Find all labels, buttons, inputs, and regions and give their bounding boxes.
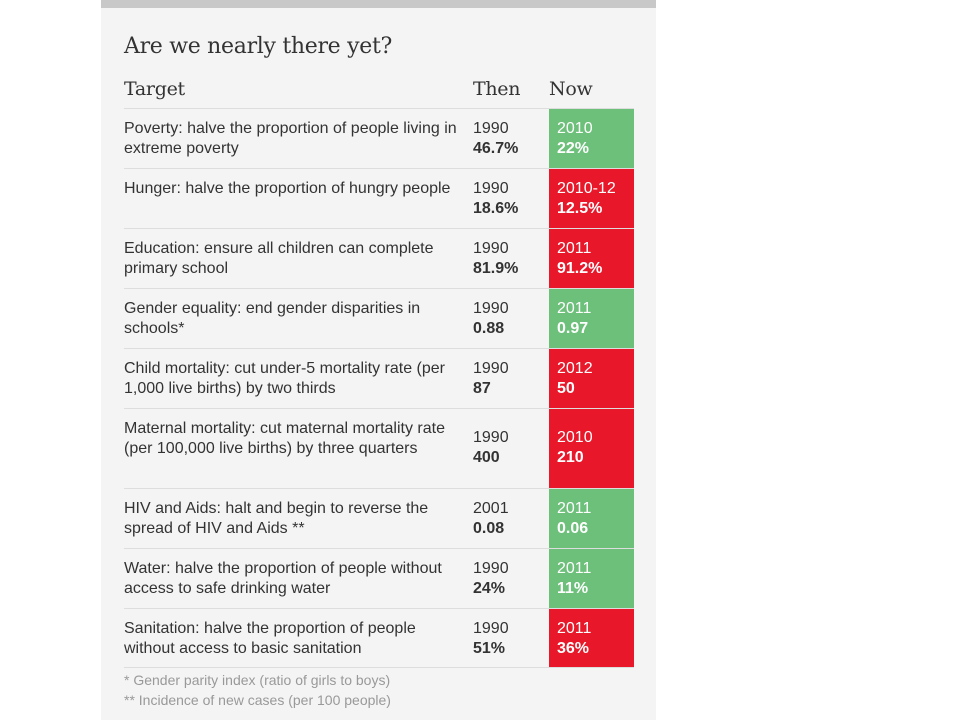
now-cell: 2011 11% [549, 549, 634, 608]
now-year: 2010 [557, 120, 593, 137]
now-year: 2010 [557, 429, 593, 446]
then-year: 2001 [473, 500, 509, 517]
then-year: 1990 [473, 560, 509, 577]
now-year: 2010-12 [557, 180, 616, 197]
table-row: Poverty: halve the proportion of people … [124, 108, 634, 168]
then-cell: 1990 24% [473, 549, 547, 599]
target-description: Education: ensure all children can compl… [124, 240, 434, 277]
footnotes: * Gender parity index (ratio of girls to… [124, 670, 391, 710]
then-cell: 1990 46.7% [473, 109, 547, 159]
now-year: 2011 [557, 500, 592, 517]
target-description: Hunger: halve the proportion of hungry p… [124, 180, 451, 197]
now-cell: 2010 210 [549, 409, 634, 488]
table-row: Maternal mortality: cut maternal mortali… [124, 408, 634, 488]
now-year: 2011 [557, 300, 592, 317]
target-description: HIV and Aids: halt and begin to reverse … [124, 500, 429, 537]
then-cell: 1990 81.9% [473, 229, 547, 279]
now-value: 210 [557, 449, 584, 466]
top-border-bar [101, 0, 656, 8]
then-year: 1990 [473, 620, 509, 637]
target-description: Maternal mortality: cut maternal mortali… [124, 420, 445, 457]
target-description: Poverty: halve the proportion of people … [124, 120, 457, 157]
now-cell: 2011 0.97 [549, 289, 634, 348]
target-description: Sanitation: halve the proportion of peop… [124, 620, 416, 657]
now-value: 0.06 [557, 520, 589, 537]
column-header-now: Now [549, 78, 593, 100]
then-year: 1990 [473, 240, 509, 257]
then-value: 0.08 [473, 520, 505, 537]
then-year: 1990 [473, 180, 509, 197]
now-year: 2011 [557, 560, 592, 577]
targets-table: Poverty: halve the proportion of people … [124, 108, 634, 668]
then-cell: 1990 400 [473, 409, 547, 468]
then-cell: 1990 18.6% [473, 169, 547, 219]
page-title: Are we nearly there yet? [124, 34, 392, 59]
table-row: Education: ensure all children can compl… [124, 228, 634, 288]
table-row: Hunger: halve the proportion of hungry p… [124, 168, 634, 228]
footnote-hiv-incidence: ** Incidence of new cases (per 100 peopl… [124, 692, 391, 708]
now-cell: 2012 50 [549, 349, 634, 408]
now-value: 22% [557, 140, 590, 157]
then-value: 0.88 [473, 320, 505, 337]
now-value: 36% [557, 640, 590, 657]
now-cell: 2010 22% [549, 109, 634, 168]
now-year: 2011 [557, 620, 592, 637]
now-value: 12.5% [557, 200, 603, 217]
footnote-gender-parity: * Gender parity index (ratio of girls to… [124, 672, 391, 688]
then-value: 87 [473, 380, 491, 397]
then-value: 51% [473, 640, 506, 657]
table-row: Gender equality: end gender disparities … [124, 288, 634, 348]
table-row: Child mortality: cut under-5 mortality r… [124, 348, 634, 408]
then-cell: 1990 0.88 [473, 289, 547, 339]
then-value: 81.9% [473, 260, 519, 277]
now-cell: 2011 91.2% [549, 229, 634, 288]
now-cell: 2011 36% [549, 609, 634, 667]
target-description: Child mortality: cut under-5 mortality r… [124, 360, 445, 397]
table-row: HIV and Aids: halt and begin to reverse … [124, 488, 634, 548]
then-value: 18.6% [473, 200, 519, 217]
then-value: 24% [473, 580, 506, 597]
now-cell: 2010-12 12.5% [549, 169, 634, 228]
now-value: 91.2% [557, 260, 603, 277]
now-cell: 2011 0.06 [549, 489, 634, 548]
now-value: 11% [557, 580, 589, 597]
table-row: Sanitation: halve the proportion of peop… [124, 608, 634, 668]
then-year: 1990 [473, 120, 509, 137]
mdg-progress-panel: Are we nearly there yet? Target Then Now… [101, 0, 656, 720]
then-year: 1990 [473, 429, 509, 446]
now-year: 2011 [557, 240, 592, 257]
then-year: 1990 [473, 300, 509, 317]
now-year: 2012 [557, 360, 593, 377]
then-value: 46.7% [473, 140, 519, 157]
then-cell: 1990 51% [473, 609, 547, 659]
column-header-then: Then [473, 78, 521, 100]
now-value: 0.97 [557, 320, 589, 337]
then-cell: 1990 87 [473, 349, 547, 399]
then-cell: 2001 0.08 [473, 489, 547, 539]
then-year: 1990 [473, 360, 509, 377]
target-description: Gender equality: end gender disparities … [124, 300, 421, 337]
table-row: Water: halve the proportion of people wi… [124, 548, 634, 608]
now-value: 50 [557, 380, 575, 397]
then-value: 400 [473, 449, 500, 466]
target-description: Water: halve the proportion of people wi… [124, 560, 442, 597]
column-header-target: Target [124, 78, 185, 100]
